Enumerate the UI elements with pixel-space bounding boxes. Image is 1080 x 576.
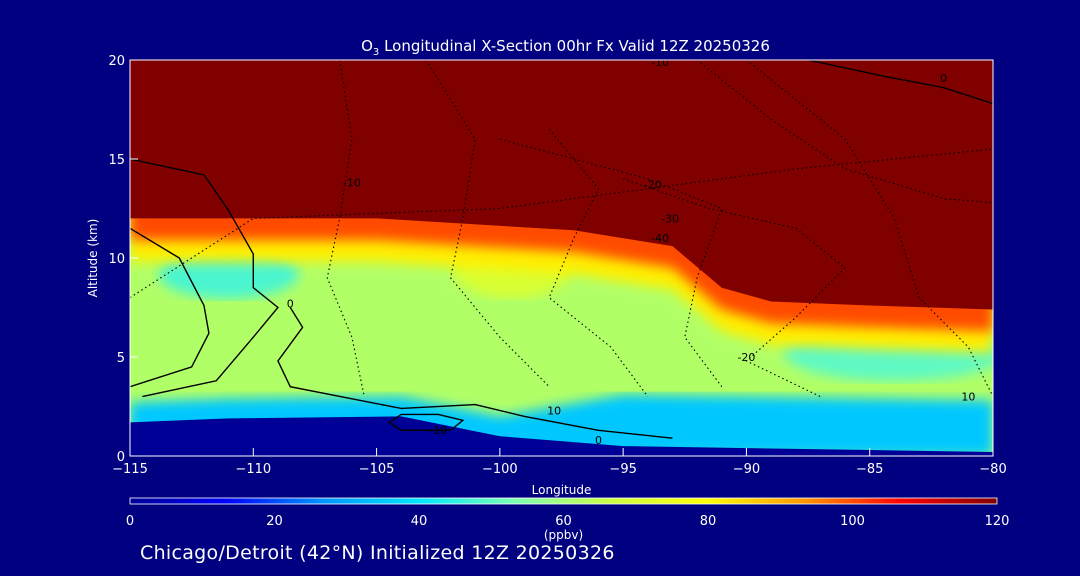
x-tick-label: −95 — [609, 462, 636, 477]
x-tick-label: −90 — [733, 462, 760, 477]
contour-label--30-0: -30 — [661, 212, 679, 225]
contour-label--10-1: -10 — [651, 56, 669, 69]
x-tick-label: −100 — [482, 462, 518, 477]
plot-area — [130, 60, 993, 456]
y-tick-label: 20 — [108, 54, 125, 69]
colorbar-tick-label: 60 — [555, 514, 572, 529]
contour-line-dotted-6 — [130, 148, 993, 299]
contour-line-solid-0 — [130, 158, 279, 398]
colorbar-gradient — [129, 497, 998, 505]
contour-label-0-0: 0 — [287, 298, 294, 311]
contour-label--10-0: -10 — [343, 177, 361, 190]
x-tick-label: −85 — [856, 462, 883, 477]
stratosphere-region — [130, 60, 993, 310]
contour-line-dotted-5 — [746, 60, 993, 397]
colorbar-tick-label: 40 — [411, 514, 428, 529]
chart-title: O3 Longitudinal X-Section 00hr Fx Valid … — [361, 37, 770, 58]
contour-line-solid-4 — [807, 60, 993, 105]
x-tick-label: −115 — [112, 462, 148, 477]
y-tick-label: 5 — [117, 351, 125, 366]
contour-label-0-1: 0 — [595, 434, 602, 447]
colorbar-tick-label: 20 — [266, 514, 283, 529]
x-axis-label: Longitude — [532, 483, 592, 497]
contour-line-dotted-4 — [622, 178, 846, 398]
x-tick-label: −80 — [979, 462, 1006, 477]
contour-line-dotted-7 — [696, 60, 993, 204]
y-axis-label: Altitude (km) — [86, 219, 100, 298]
x-tick-label: −105 — [359, 462, 395, 477]
contour-line-dotted-2 — [548, 128, 649, 397]
y-tick-label: 10 — [108, 252, 125, 267]
contour-label-10-1: 10 — [961, 391, 975, 404]
contour-label--20-1: -20 — [737, 351, 755, 364]
contour-layer: 0 0 0 -10 -10 -10 10 10 -20 -20 -30 -40 — [130, 56, 993, 447]
contour-label-0-2: 0 — [940, 72, 947, 85]
contour-label--20-0: -20 — [644, 179, 662, 192]
colorbar-unit-label: (ppbv) — [544, 528, 583, 542]
contour-line-dotted-1 — [425, 60, 550, 388]
contour-line-solid-2 — [277, 307, 673, 439]
contour-line-solid-3 — [387, 413, 465, 431]
axes-layer: −115 −110 −105 −100 −95 −90 −85 −80 0 5 10 15 20 Long… — [86, 54, 1007, 497]
contour-line-solid-1 — [130, 227, 210, 388]
y-tick-label: 0 — [117, 450, 125, 465]
colorbar: 0 20 40 60 80 100 120 (ppbv) — [126, 497, 1010, 542]
colorbar-tick-label: 80 — [700, 514, 717, 529]
contour-label--10-2: -10 — [429, 424, 447, 437]
x-tick-label: −110 — [235, 462, 271, 477]
terrain-mask — [130, 416, 993, 456]
footer-caption: Chicago/Detroit (42°N) Initialized 12Z 2… — [140, 542, 615, 564]
colorbar-tick-label: 120 — [985, 514, 1010, 529]
colorbar-tick-label: 100 — [840, 514, 865, 529]
y-tick-label: 15 — [108, 153, 125, 168]
colorbar-tick-label: 0 — [126, 514, 134, 529]
contour-label-10-0: 10 — [547, 404, 561, 417]
contour-label--40-0: -40 — [651, 232, 669, 245]
